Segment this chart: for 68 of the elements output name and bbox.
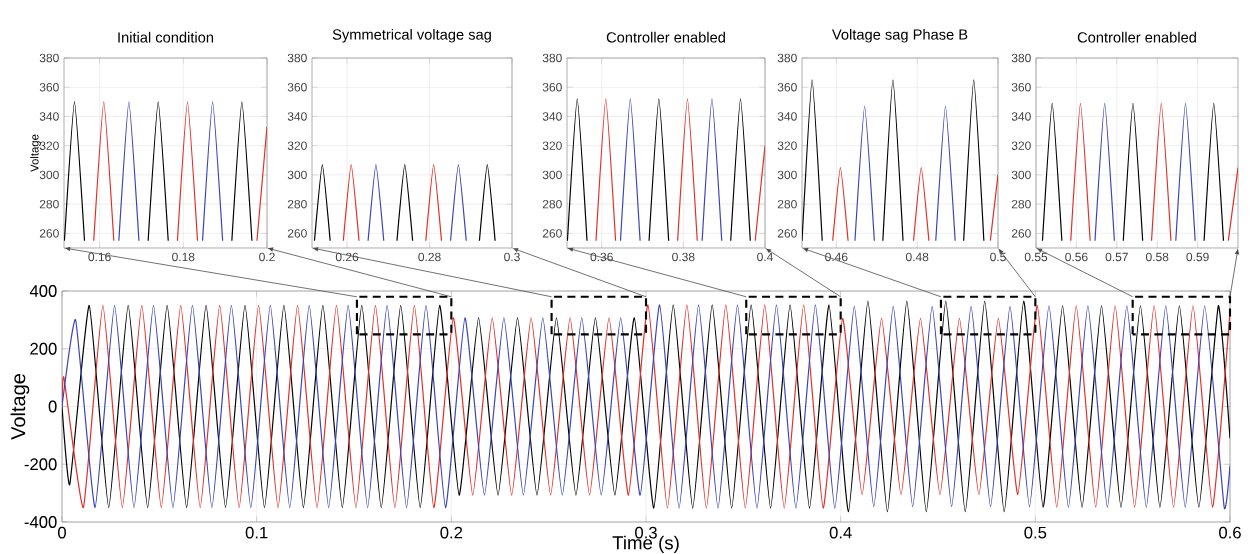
chart-title: Voltage sag Phase B: [831, 28, 968, 43]
x-tick-label: 0.4: [757, 252, 773, 262]
y-axis-title: Voltage: [30, 134, 41, 172]
y-tick-label: 380: [287, 53, 307, 63]
y-tick-label: 300: [287, 170, 307, 180]
y-tick-label: 360: [542, 82, 562, 92]
y-tick-label: -200: [24, 458, 57, 471]
y-tick-label: 400: [29, 285, 57, 297]
x-tick-label: 0.28: [418, 252, 441, 262]
chart-title: Initial condition: [118, 31, 214, 43]
x-tick-label: 0.38: [672, 252, 695, 262]
y-tick-label: 260: [542, 229, 562, 238]
y-tick-label: 260: [1011, 229, 1031, 238]
y-tick-label: 300: [777, 170, 797, 180]
y-tick-label: 300: [542, 170, 562, 180]
x-tick-label: 0.58: [1145, 252, 1169, 262]
y-tick-label: 360: [777, 82, 797, 92]
x-tick-label: 0.1: [245, 526, 268, 539]
x-tick-label: 0.56: [1065, 252, 1088, 262]
y-tick-label: 0: [48, 400, 57, 413]
y-axis-title: Voltage: [10, 374, 30, 440]
y-tick-label: 340: [39, 112, 59, 121]
x-tick-label: 0.5: [1024, 526, 1047, 539]
x-tick-label: 0.3: [504, 252, 520, 262]
x-tick-label: 0.6: [1219, 526, 1241, 539]
y-tick-label: 380: [1011, 53, 1031, 63]
x-tick-label: 0.2: [259, 252, 275, 262]
y-tick-label: 280: [542, 199, 562, 209]
y-tick-label: 320: [542, 141, 562, 150]
y-tick-label: 360: [1011, 82, 1031, 92]
chart-title: Controller enabled: [606, 31, 725, 43]
x-tick-label: 0.2: [440, 526, 463, 539]
y-tick-label: -400: [24, 516, 57, 528]
y-tick-label: 340: [542, 112, 562, 121]
x-tick-label: 0.4: [829, 526, 852, 539]
y-tick-label: 320: [39, 141, 59, 150]
y-tick-label: 280: [39, 199, 59, 209]
y-tick-label: 340: [777, 112, 797, 121]
y-tick-label: 300: [39, 170, 59, 180]
y-tick-label: 320: [287, 141, 307, 150]
chart-title: Controller enabled: [1077, 31, 1196, 43]
y-tick-label: 260: [287, 229, 307, 238]
y-tick-label: 360: [39, 82, 59, 92]
y-tick-label: 280: [777, 199, 797, 209]
chart-title: Symmetrical voltage sag: [332, 28, 491, 43]
y-tick-label: 340: [287, 112, 307, 121]
y-tick-label: 280: [1011, 199, 1031, 209]
y-tick-label: 340: [1011, 112, 1031, 121]
x-tick-label: 0.55: [1024, 252, 1048, 262]
x-tick-label: 0.46: [825, 252, 848, 262]
x-tick-label: 0.18: [172, 252, 195, 262]
y-tick-label: 320: [1011, 141, 1031, 150]
x-tick-label: 0.26: [335, 252, 359, 262]
y-tick-label: 380: [542, 53, 562, 63]
y-tick-label: 360: [287, 82, 307, 92]
y-tick-label: 380: [777, 53, 797, 63]
y-tick-label: 300: [1011, 170, 1031, 180]
x-tick-label: 0.59: [1186, 252, 1209, 262]
y-tick-label: 280: [287, 199, 307, 209]
x-tick-label: 0.16: [88, 252, 111, 262]
x-tick-label: 0.5: [990, 252, 1006, 262]
y-tick-label: 260: [39, 229, 59, 238]
y-tick-label: 380: [39, 53, 59, 63]
x-tick-label: 0.57: [1105, 252, 1128, 262]
y-tick-label: 320: [777, 141, 797, 150]
y-tick-label: 200: [30, 342, 57, 355]
y-tick-label: 260: [777, 229, 797, 238]
x-tick-label: 0.48: [905, 252, 929, 262]
